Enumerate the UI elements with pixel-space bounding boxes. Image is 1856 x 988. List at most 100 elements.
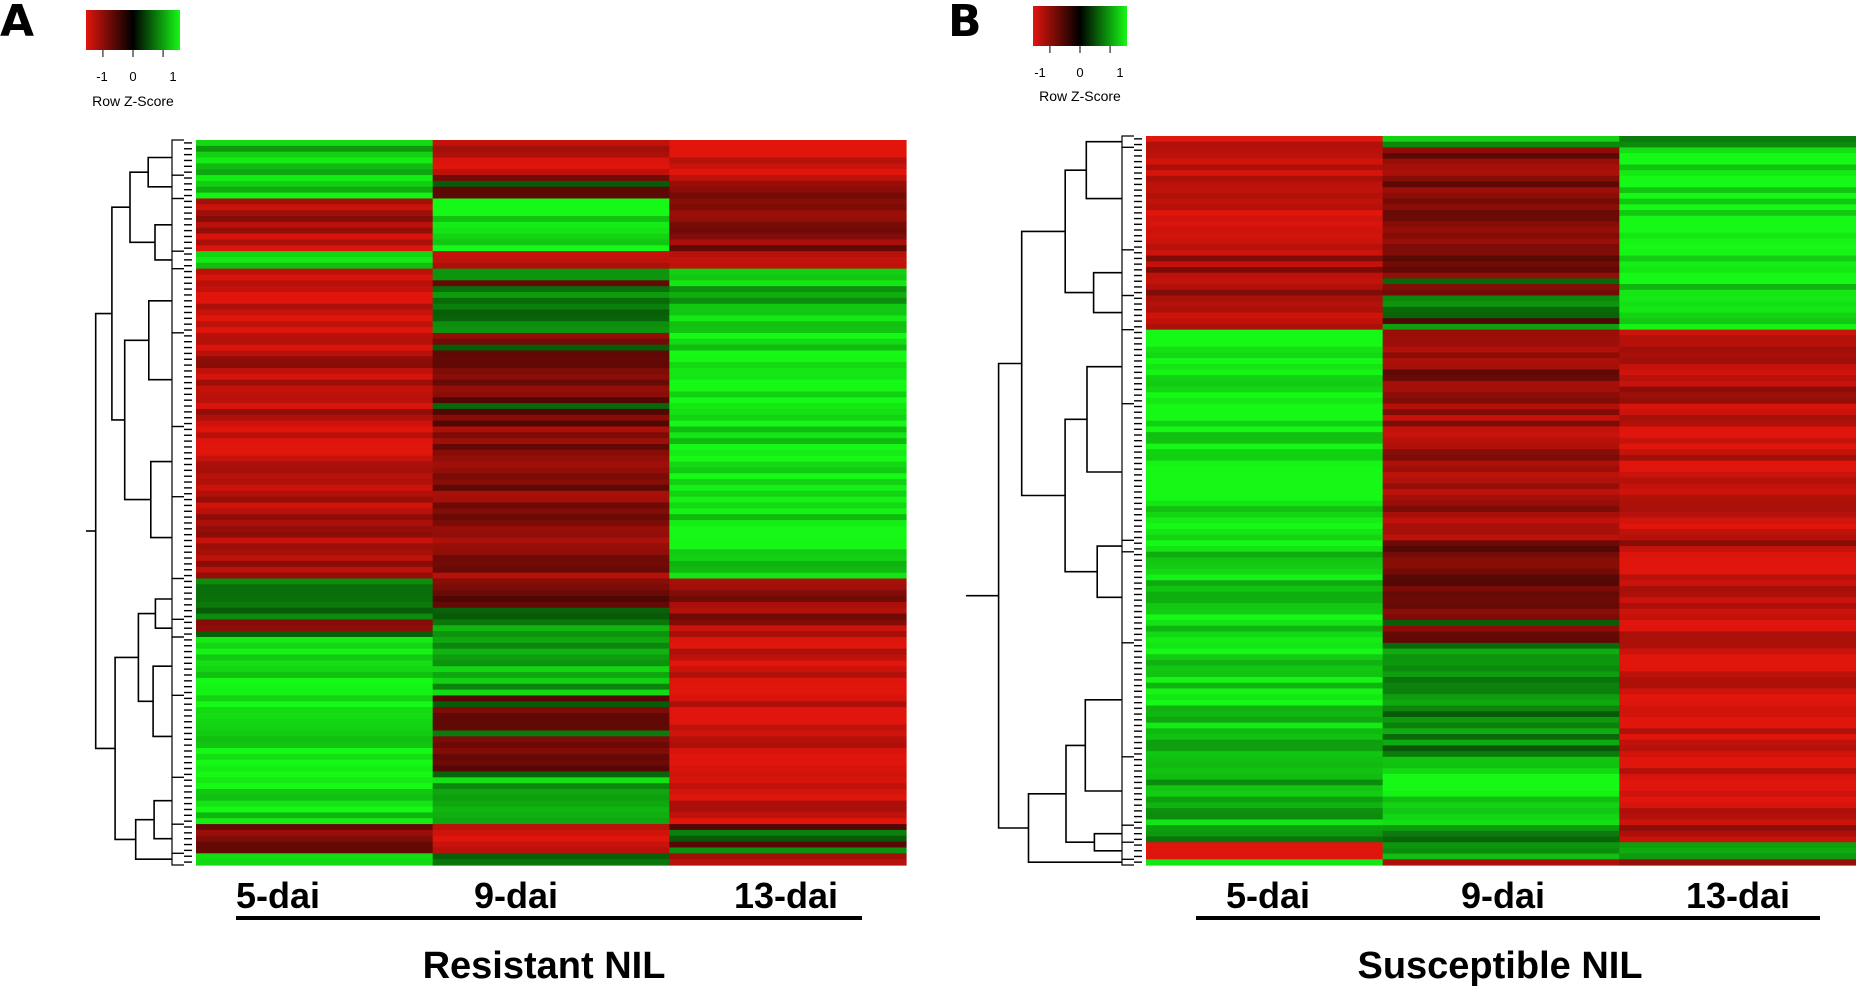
dendrogram-subtree xyxy=(1121,329,1134,405)
heatmap-cell xyxy=(196,169,434,176)
heatmap-cell xyxy=(1146,648,1384,655)
heatmap-cell xyxy=(196,753,434,761)
heatmap-cell xyxy=(432,783,670,790)
heatmap-cell xyxy=(669,245,907,252)
heatmap-cell xyxy=(1619,842,1856,849)
heatmap-cell xyxy=(196,566,434,574)
heatmap-cell xyxy=(432,800,670,808)
heatmap-cell xyxy=(432,642,670,650)
heatmap-cell xyxy=(1619,443,1856,450)
heatmap-cell xyxy=(669,408,907,416)
heatmap-cell xyxy=(669,707,907,714)
heatmap-cell xyxy=(432,444,670,451)
panel-b-key-tick-1: 1 xyxy=(1116,65,1123,80)
heatmap-cell xyxy=(1619,603,1856,610)
heatmap-cell xyxy=(1382,546,1620,553)
heatmap-cell xyxy=(432,590,670,597)
heatmap-cell xyxy=(669,157,907,164)
heatmap-cell xyxy=(432,145,670,153)
heatmap-cell xyxy=(1619,392,1856,399)
heatmap-cell xyxy=(1382,380,1620,388)
heatmap-cell xyxy=(196,362,434,369)
heatmap-cell xyxy=(196,777,434,784)
heatmap-cell xyxy=(1146,796,1384,803)
heatmap-cell xyxy=(1146,773,1384,781)
heatmap-cell xyxy=(1146,830,1384,838)
heatmap-cell xyxy=(1146,517,1384,524)
heatmap-cell xyxy=(196,596,434,603)
heatmap-cell xyxy=(1146,551,1384,559)
heatmap-cell xyxy=(196,525,434,533)
heatmap-cell xyxy=(669,327,907,334)
heatmap-cell xyxy=(432,578,670,585)
heatmap-cell xyxy=(1619,272,1856,279)
heatmap-cell xyxy=(196,829,434,837)
heatmap-cell xyxy=(669,332,907,340)
panel-a-color-key-ticks xyxy=(102,50,164,57)
panel-b-heatmap-cells xyxy=(1146,136,1856,866)
heatmap-cell xyxy=(669,748,907,755)
heatmap-cell xyxy=(1619,198,1856,205)
heatmap-cell xyxy=(669,566,907,574)
heatmap-cell xyxy=(669,484,907,492)
dendrogram-branch xyxy=(150,460,172,539)
heatmap-cell xyxy=(669,560,907,568)
dendrogram-subtree xyxy=(1121,249,1134,297)
heatmap-cell xyxy=(196,560,434,568)
heatmap-cell xyxy=(1382,255,1620,262)
heatmap-cell xyxy=(1146,192,1384,200)
heatmap-cell xyxy=(1382,306,1620,314)
heatmap-cell xyxy=(1146,341,1384,348)
heatmap-cell xyxy=(1619,312,1856,319)
heatmap-cell xyxy=(196,601,434,609)
heatmap-cell xyxy=(1146,318,1384,325)
heatmap-cell xyxy=(1146,170,1384,177)
heatmap-cell xyxy=(432,660,670,667)
dendrogram-subtree xyxy=(1121,146,1134,251)
heatmap-cell xyxy=(1619,204,1856,211)
heatmap-cell xyxy=(1382,819,1620,826)
heatmap-cell xyxy=(669,490,907,498)
heatmap-cell xyxy=(1146,608,1384,616)
heatmap-cell xyxy=(432,742,670,749)
heatmap-cell xyxy=(1146,711,1384,718)
heatmap-cell xyxy=(432,327,670,334)
heatmap-cell xyxy=(1382,397,1620,405)
heatmap-cell xyxy=(196,175,434,182)
heatmap-cell xyxy=(669,373,907,381)
heatmap-cell xyxy=(669,555,907,562)
heatmap-cell xyxy=(196,853,434,860)
heatmap-cell xyxy=(669,449,907,457)
heatmap-cell xyxy=(669,473,907,480)
heatmap-cell xyxy=(1382,272,1620,279)
heatmap-cell xyxy=(669,186,907,194)
heatmap-cell xyxy=(1619,329,1856,336)
heatmap-cell xyxy=(432,303,670,311)
heatmap-cell xyxy=(1619,665,1856,672)
heatmap-cell xyxy=(669,765,907,773)
heatmap-cell xyxy=(1146,751,1384,758)
heatmap-cell xyxy=(1619,648,1856,655)
heatmap-cell xyxy=(432,344,670,352)
heatmap-cell xyxy=(1382,825,1620,832)
dendrogram-subtree xyxy=(171,496,184,580)
heatmap-cell xyxy=(432,403,670,410)
dendrogram-branch xyxy=(152,665,172,738)
heatmap-cell xyxy=(196,847,434,854)
heatmap-cell xyxy=(1382,728,1620,735)
heatmap-cell xyxy=(1146,198,1384,205)
heatmap-cell xyxy=(1382,808,1620,815)
heatmap-cell xyxy=(196,631,434,638)
heatmap-cell xyxy=(1619,779,1856,786)
heatmap-cell xyxy=(1146,785,1384,792)
heatmap-cell xyxy=(196,788,434,796)
heatmap-cell xyxy=(1619,346,1856,354)
heatmap-cell xyxy=(1382,790,1620,798)
heatmap-cell xyxy=(1146,528,1384,536)
heatmap-cell xyxy=(196,625,434,632)
heatmap-cell xyxy=(669,520,907,527)
heatmap-cell xyxy=(196,578,434,585)
heatmap-cell xyxy=(196,432,434,439)
heatmap-cell xyxy=(669,601,907,609)
heatmap-cell xyxy=(1619,249,1856,257)
